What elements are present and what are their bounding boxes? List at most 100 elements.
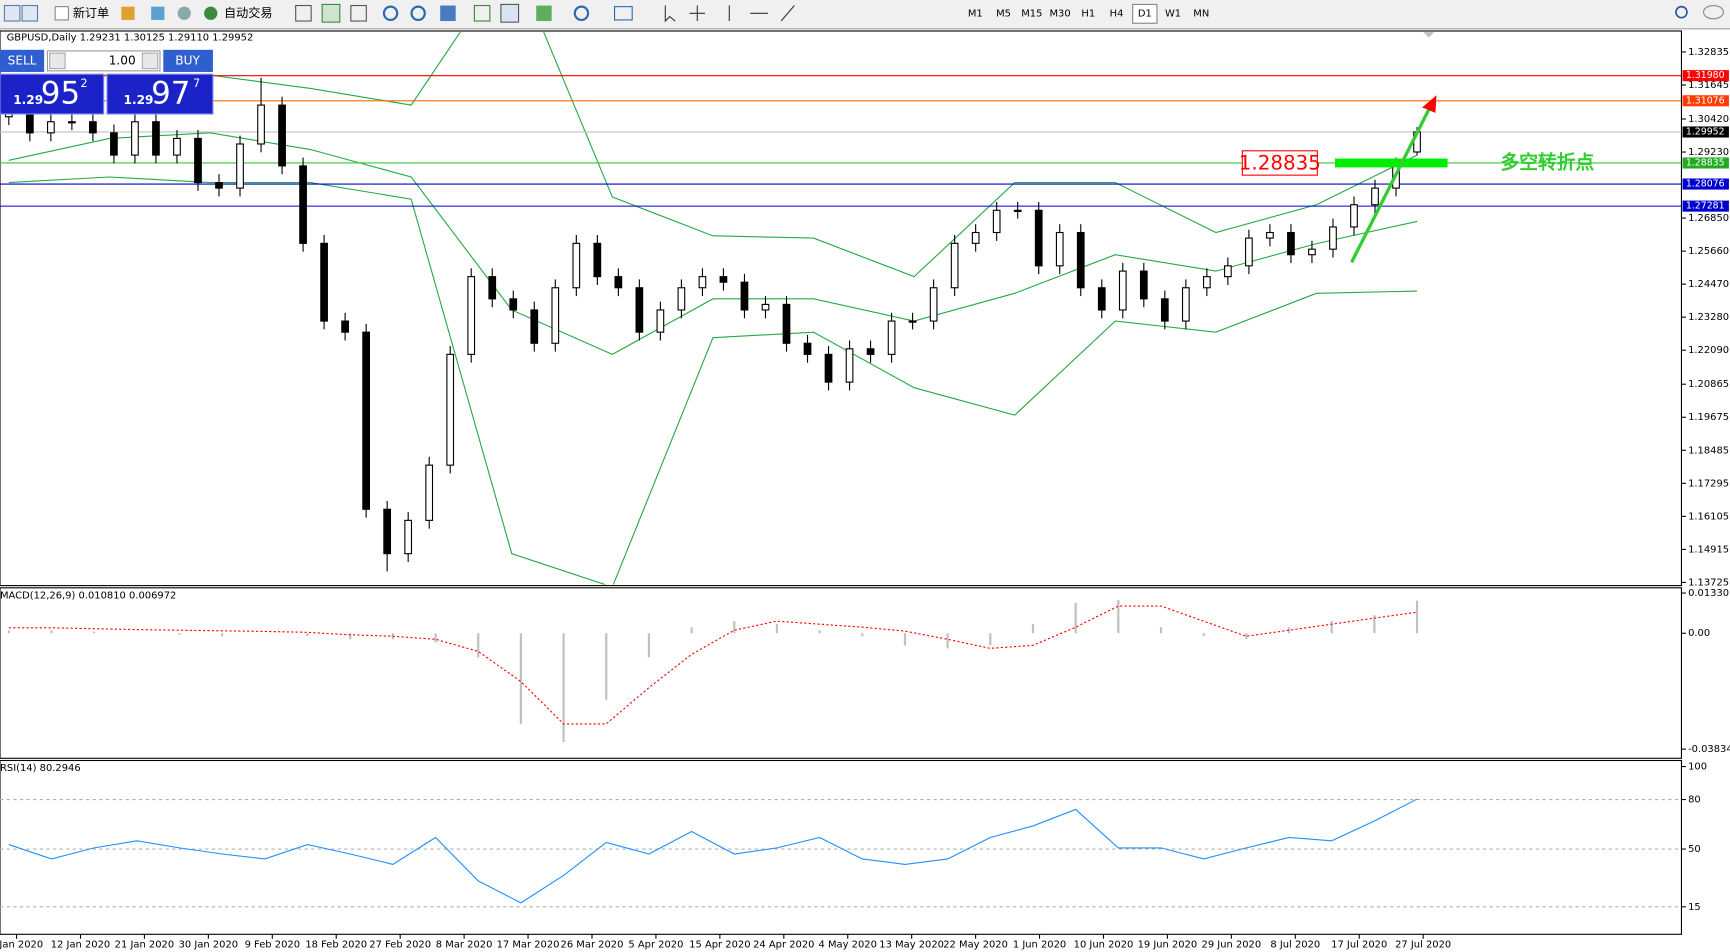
lot-field[interactable]	[46, 50, 161, 72]
candle-body	[1203, 276, 1211, 289]
candle-body	[446, 353, 455, 466]
timeframe-button[interactable]: M5	[996, 8, 1011, 19]
y-tick-label: 1.14915	[1688, 544, 1729, 555]
buy-button[interactable]	[163, 49, 213, 72]
candle-body	[1097, 287, 1106, 311]
main-title: GBPUSD,Daily 1.29231 1.30125 1.29110 1.2…	[7, 33, 254, 44]
candle-body	[929, 287, 938, 322]
candle-body	[1013, 209, 1022, 212]
sell-price-box[interactable]	[0, 73, 105, 115]
buy-price-box[interactable]	[106, 73, 214, 115]
price-line-label: 1.31076	[1686, 95, 1725, 106]
bollinger-band	[8, 32, 1418, 278]
candle-body	[131, 121, 139, 156]
candle-body	[341, 320, 349, 333]
y-tick-label: 100	[1688, 762, 1707, 773]
candle-body	[824, 353, 833, 383]
sell-big-figure: 1.29	[13, 93, 43, 107]
y-tick-label: 1.18485	[1688, 445, 1729, 456]
candle-body	[1034, 209, 1043, 267]
price-line-label: 1.28076	[1686, 179, 1725, 190]
price-line-tag	[1682, 126, 1729, 138]
y-tick-label: 0.013301	[1688, 588, 1730, 599]
timeframe-button[interactable]: M1	[968, 8, 983, 19]
scroll-marker	[1423, 32, 1435, 38]
candle-body	[1308, 248, 1316, 256]
y-tick-label: 15	[1688, 902, 1701, 913]
x-tick-label: 30 Jan 2020	[179, 939, 238, 950]
buy-label: BUY	[175, 53, 200, 67]
timeframe-button[interactable]: H1	[1081, 8, 1095, 19]
y-tick-label: 1.32835	[1688, 47, 1729, 58]
x-tick-label: 18 Feb 2020	[305, 939, 367, 950]
candle-body	[1076, 231, 1085, 289]
candle-body	[635, 287, 644, 333]
timeframe-button[interactable]: M15	[1021, 8, 1042, 19]
y-tick-label: 1.24470	[1688, 279, 1729, 290]
candle-body	[215, 181, 223, 189]
main-panel	[0, 30, 1683, 587]
candle-body	[47, 121, 55, 134]
candle-body	[845, 348, 854, 383]
rsi-panel	[0, 759, 1683, 935]
sell-button[interactable]	[0, 49, 45, 72]
x-tick-label: 17 Jul 2020	[1331, 939, 1387, 950]
y-tick-label: 1.16105	[1688, 511, 1729, 522]
price-line-label: 1.31980	[1686, 70, 1725, 81]
x-tick-label: 15 Apr 2020	[689, 939, 750, 950]
annotation-price: 1.28835	[1239, 152, 1321, 175]
lot-up[interactable]	[141, 52, 159, 70]
main-plot: 1.28835 多空转折点	[0, 32, 1682, 585]
timeframe-button[interactable]: MN	[1193, 8, 1209, 19]
toolbar-right-icons	[1675, 4, 1724, 20]
candle-body	[299, 165, 307, 244]
candle-body	[698, 276, 707, 289]
trade-panel: SELL 1.00 BUY 1.29 95 2 1.29 97 7	[0, 49, 214, 115]
candle-body	[1245, 237, 1253, 267]
toolbar	[0, 0, 1730, 29]
auto-trading-button[interactable]: 自动交易	[224, 5, 272, 20]
price-line-label: 1.27281	[1686, 201, 1725, 212]
x-tick-label: 13 May 2020	[879, 939, 944, 950]
y-tick-label: 1.29230	[1688, 147, 1729, 158]
candle-body	[656, 309, 665, 333]
candle-body	[530, 309, 539, 344]
x-tick-label: 10 Jun 2020	[1074, 939, 1134, 950]
candle-body	[950, 242, 959, 289]
y-tick-label: 1.25660	[1688, 246, 1729, 257]
candle-body	[488, 276, 497, 300]
timeframe-button[interactable]: W1	[1165, 8, 1181, 19]
candle-body	[551, 287, 560, 344]
candle-body	[152, 121, 160, 156]
y-tick-label: 1.30420	[1688, 114, 1729, 125]
candle-body	[278, 104, 286, 167]
timeframe-button[interactable]: H4	[1110, 8, 1124, 19]
candle-body	[1055, 231, 1064, 267]
axes: 1.32835 1.31645 1.30420 1.29230 1.26850 1.256…	[0, 32, 1730, 950]
candle-body	[1287, 231, 1295, 256]
timeframe-button[interactable]: M30	[1049, 8, 1070, 19]
x-tick-label: 26 Mar 2020	[561, 939, 624, 950]
candle-body	[761, 303, 770, 311]
price-line-tag	[1682, 95, 1729, 107]
rsi-title: RSI(14) 80.2946	[0, 763, 81, 774]
annotation-box	[1241, 150, 1318, 176]
candle-body	[803, 342, 812, 355]
lot-down[interactable]	[49, 52, 66, 70]
x-tick-label: 9 Feb 2020	[245, 939, 300, 950]
price-line-label: 1.29952	[1686, 126, 1725, 137]
turning-bar	[1335, 158, 1448, 168]
bollinger-band	[8, 132, 1418, 355]
candle-body	[1371, 187, 1379, 206]
candle-body	[1266, 231, 1274, 239]
x-tick-label: 8 Mar 2020	[436, 939, 493, 950]
sell-fraction: 2	[81, 77, 88, 90]
candle-body	[68, 121, 76, 124]
new-order-button[interactable]: 新订单	[73, 5, 109, 20]
timeframe-button[interactable]: D1	[1138, 8, 1152, 19]
macd-title: MACD(12,26,9) 0.010810 0.006972	[0, 591, 176, 602]
candle-body	[467, 276, 476, 355]
y-tick-label: -0.038343	[1688, 744, 1730, 755]
buy-fraction: 7	[193, 77, 200, 90]
